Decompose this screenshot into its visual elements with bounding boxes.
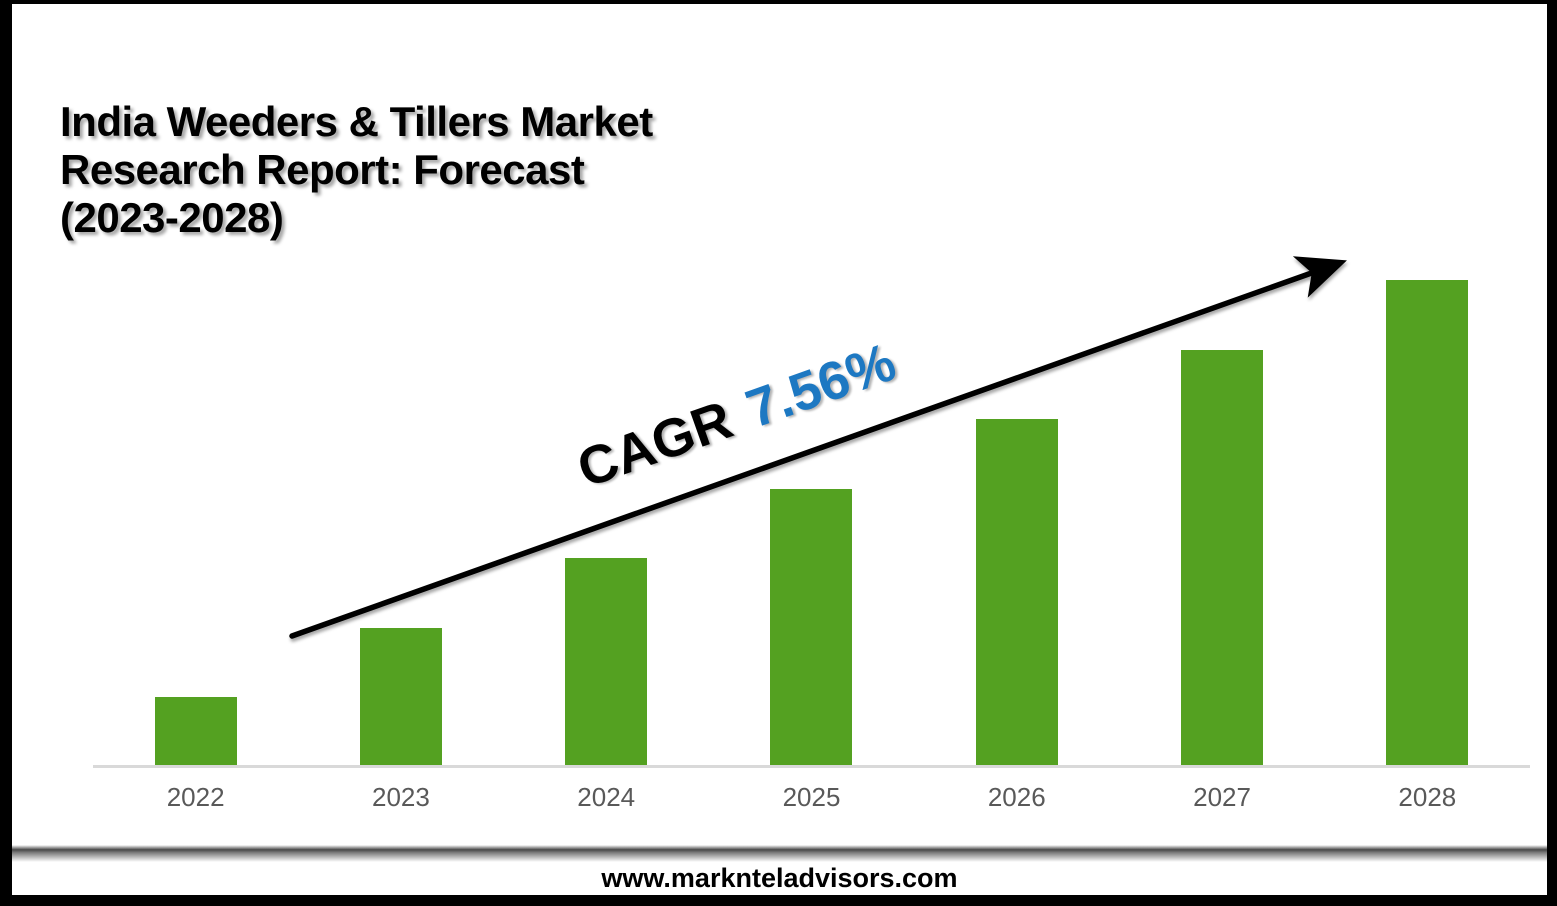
bar-2027 <box>1181 350 1264 767</box>
x-tick-label-2027: 2027 <box>1193 782 1251 812</box>
chart-title: India Weeders & Tillers Market Research … <box>60 98 653 241</box>
bar-slot-2024 <box>504 4 709 767</box>
bar-2023 <box>359 628 442 767</box>
bar-2024 <box>565 558 648 767</box>
bar-slot-2028 <box>1325 4 1530 767</box>
x-tick-label-2025: 2025 <box>782 782 841 812</box>
bar-2025 <box>770 489 853 767</box>
bar-slot-2026 <box>914 4 1119 767</box>
x-axis-labels: 2022 2023 2024 2025 2026 2027 2028 <box>93 782 1530 812</box>
x-tick-label-2022: 2022 <box>166 782 225 812</box>
bar-2028 <box>1386 280 1469 767</box>
x-tick-label-2024: 2024 <box>577 782 636 812</box>
bar-slot-2022 <box>93 4 298 767</box>
x-tick-label-2028: 2028 <box>1398 782 1457 812</box>
bar-2026 <box>975 419 1058 767</box>
bar-slot-2027 <box>1119 4 1324 767</box>
x-tick-label-2023: 2023 <box>372 782 430 812</box>
bar-2022 <box>154 697 237 767</box>
bar-chart: 2022 2023 2024 2025 2026 2027 2028 CAGR7.56% <box>12 4 1547 895</box>
x-axis-line <box>93 765 1530 768</box>
website-url: www.marknteladvisors.com <box>601 863 958 893</box>
x-tick-label-2026: 2026 <box>987 782 1046 812</box>
bar-slot-2023 <box>298 4 503 767</box>
footer-divider-shadow <box>12 845 1547 862</box>
